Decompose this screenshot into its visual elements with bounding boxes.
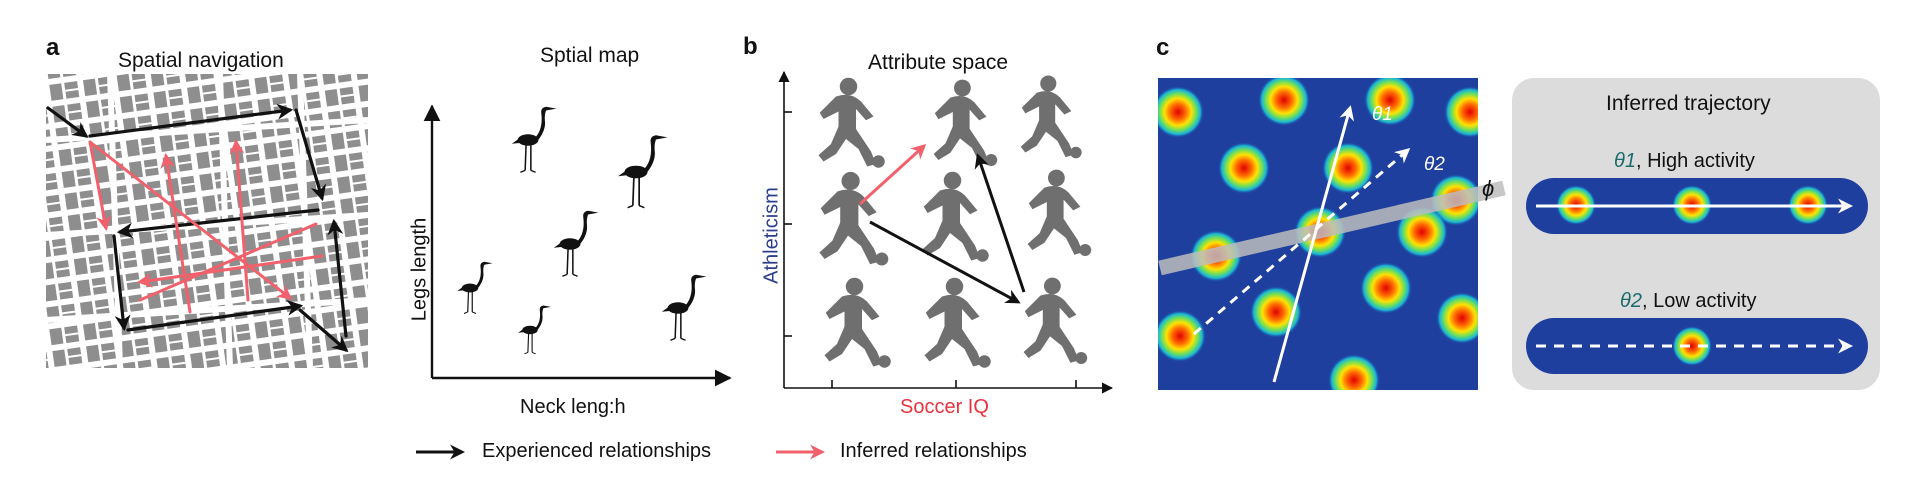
inferred-trajectory-panel: [1512, 78, 1880, 390]
soccer-iq-axis-label: Soccer IQ: [900, 396, 989, 418]
soccer-player-silhouette-icon: [1020, 75, 1082, 159]
soccer-player-silhouette-icon: [933, 79, 998, 166]
soccer-player-silhouette-icon: [818, 77, 885, 168]
soccer-player-silhouette-icon: [1027, 169, 1092, 256]
soccer-player-silhouette-icon: [1023, 277, 1088, 364]
spatial-navigation-title: Spatial navigation: [118, 49, 284, 72]
heron-silhouette-icon: [617, 134, 669, 209]
theta2-label: θ2: [1424, 154, 1445, 175]
low-activity-text: , Low activity: [1641, 290, 1757, 312]
panel-c-letter: c: [1156, 34, 1170, 61]
high-activity-caption: θ1, High activity: [1614, 150, 1755, 173]
heron-silhouette-icon: [511, 105, 558, 174]
heron-silhouette-icon: [517, 304, 552, 355]
spatial-map-axes: [423, 104, 732, 387]
panel-a-letter: a: [46, 34, 60, 61]
soccer-player-silhouette-icon: [824, 277, 891, 368]
low-activity-caption: θ2, Low activity: [1620, 290, 1756, 313]
heron-silhouette-icon: [456, 261, 494, 315]
attribute-space-axes: [778, 70, 1114, 394]
inferred-legend-label: Inferred relationships: [840, 440, 1027, 462]
neck-length-axis-label: Neck leng:h: [520, 396, 626, 418]
athleticism-axis-label: Athleticism: [760, 187, 783, 284]
theta1-label: θ1: [1372, 104, 1393, 125]
heron-silhouette-icon: [553, 209, 600, 278]
inferred-trajectory-title: Inferred trajectory: [1606, 92, 1771, 115]
phi-label: ϕ: [1482, 176, 1495, 201]
experienced-legend-label: Experienced relationships: [482, 440, 712, 462]
attribute-relationship-arrows: [858, 143, 1026, 304]
low-activity-theta: θ2: [1620, 290, 1642, 312]
high-activity-text: , High activity: [1635, 150, 1755, 172]
attribute-space-title: Attribute space: [868, 51, 1009, 74]
legs-length-axis-label: Legs length: [408, 217, 431, 322]
soccer-player-silhouette-icon: [922, 171, 989, 262]
high-activity-theta: θ1: [1614, 150, 1636, 172]
soccer-player-silhouette-icon: [924, 277, 991, 368]
heron-silhouette-icon: [661, 273, 708, 342]
spatial-map-title: Sptial map: [540, 44, 640, 67]
city-map-icon: [45, 73, 369, 369]
panel-b-letter: b: [743, 33, 758, 60]
grid-cell-field: [1158, 78, 1506, 390]
